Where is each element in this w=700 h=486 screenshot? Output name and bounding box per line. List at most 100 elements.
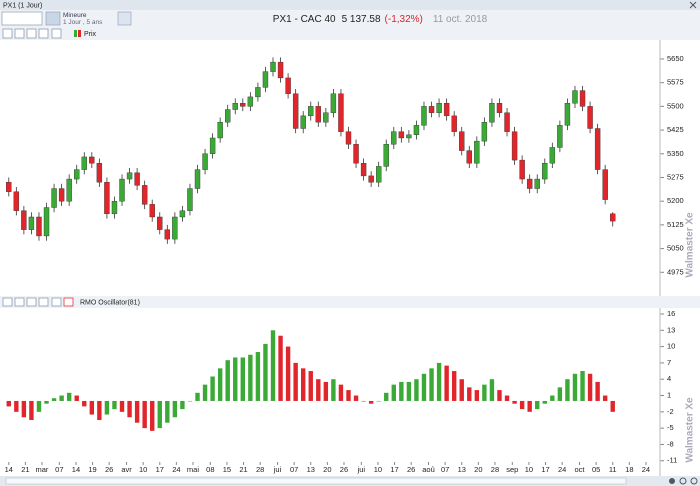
candle-body bbox=[474, 140, 480, 164]
y-tick-label: 16 bbox=[667, 309, 675, 318]
y-tick-label: 5425 bbox=[667, 125, 684, 134]
candle-body bbox=[232, 103, 238, 110]
y-tick-label: 5125 bbox=[667, 220, 684, 229]
osc-bar bbox=[504, 395, 510, 401]
candle-body bbox=[338, 93, 344, 132]
candle-body bbox=[345, 131, 352, 145]
candle-body bbox=[240, 103, 246, 107]
x-tick-label: 20 bbox=[474, 465, 482, 474]
candle-body bbox=[451, 115, 457, 132]
candle-body bbox=[466, 150, 472, 164]
y-tick-label: -5 bbox=[667, 423, 674, 432]
candle-body bbox=[194, 169, 201, 189]
osc-bar bbox=[97, 400, 102, 420]
osc-bar bbox=[361, 400, 366, 402]
period-icon[interactable] bbox=[45, 11, 61, 26]
osc-bar bbox=[36, 400, 42, 412]
change: (-1,32%) bbox=[385, 14, 423, 25]
candle-body bbox=[421, 106, 427, 126]
osc-bar bbox=[82, 400, 87, 407]
period-label: 1 Jour , 5 ans bbox=[63, 19, 103, 26]
osc-bar bbox=[391, 384, 396, 401]
x-tick-label: avr bbox=[121, 465, 132, 474]
osc-bar bbox=[406, 381, 412, 401]
candle-body bbox=[557, 125, 563, 148]
x-tick-label: 14 bbox=[72, 465, 80, 474]
toolbar bbox=[0, 10, 700, 27]
y-tick-label: 10 bbox=[667, 342, 675, 351]
osc-bar bbox=[51, 398, 57, 401]
candle-body bbox=[6, 182, 12, 192]
zoom-controls[interactable] bbox=[669, 477, 698, 485]
candle-body bbox=[270, 61, 276, 72]
candle-body bbox=[459, 131, 465, 151]
osc-bar bbox=[595, 381, 600, 401]
osc-bar bbox=[444, 365, 449, 401]
candle-body bbox=[383, 144, 389, 167]
candle-body bbox=[519, 159, 525, 180]
osc-bar bbox=[482, 384, 487, 401]
osc-bar bbox=[233, 357, 238, 401]
watermark: Walmaster Xe bbox=[685, 212, 696, 278]
date: 11 oct. 2018 bbox=[433, 14, 488, 25]
y-tick-label: 5575 bbox=[667, 78, 684, 87]
y-tick-label: 5050 bbox=[667, 244, 684, 253]
candle-body bbox=[74, 169, 80, 180]
candle-body bbox=[28, 216, 35, 230]
x-tick-label: 28 bbox=[491, 465, 499, 474]
close-button[interactable] bbox=[689, 1, 697, 9]
candle-body bbox=[13, 191, 20, 211]
price-chart: 4975 5050 5125 5200 5275 5350 5425 5500 5575 5650 bbox=[6, 54, 684, 276]
osc-bar bbox=[14, 400, 19, 412]
osc-bar bbox=[610, 400, 615, 412]
candle-body bbox=[330, 93, 337, 113]
osc-bar bbox=[602, 395, 608, 401]
x-tick-label: mar bbox=[36, 465, 49, 474]
candle-body bbox=[406, 134, 412, 139]
x-tick-label: 07 bbox=[55, 465, 63, 474]
price-toolbar bbox=[0, 27, 700, 40]
osc-bar bbox=[331, 379, 336, 401]
chart-heading: PX1 - CAC 40 5 137.58 (-1,32%) 11 oct. 2018 bbox=[273, 14, 488, 25]
osc-tools[interactable] bbox=[2, 297, 74, 307]
candle-body bbox=[225, 109, 231, 123]
osc-bar bbox=[225, 360, 230, 401]
candle-body bbox=[353, 144, 359, 164]
osc-bar bbox=[512, 400, 517, 404]
x-tick-label: 07 bbox=[441, 465, 449, 474]
symbol: PX1 - CAC 40 bbox=[273, 14, 336, 25]
candle-body bbox=[504, 112, 510, 132]
symbol-input[interactable] bbox=[1, 11, 43, 26]
y-tick-label: 13 bbox=[667, 325, 675, 334]
osc-bar bbox=[527, 400, 532, 412]
candle-body bbox=[602, 169, 608, 200]
price-tools[interactable] bbox=[2, 28, 62, 39]
osc-bar bbox=[134, 400, 140, 423]
candle-body bbox=[526, 178, 533, 189]
osc-bar bbox=[285, 346, 291, 401]
candle-body bbox=[96, 163, 103, 183]
osc-bar bbox=[368, 400, 374, 404]
osc-bar bbox=[346, 390, 351, 401]
x-tick-label: mai bbox=[187, 465, 199, 474]
candle-body bbox=[164, 229, 171, 240]
scroll-thumb[interactable] bbox=[5, 477, 627, 485]
candle-body bbox=[413, 125, 420, 136]
candle-body bbox=[119, 178, 125, 202]
osc-bar bbox=[414, 379, 419, 401]
osc-bar bbox=[210, 376, 215, 401]
osc-bar bbox=[429, 368, 434, 401]
candle-body bbox=[89, 156, 95, 164]
y-tick-label: 1 bbox=[667, 391, 671, 400]
x-tick-label: 07 bbox=[290, 465, 298, 474]
osc-bar bbox=[580, 371, 585, 401]
candle-body bbox=[81, 156, 87, 170]
candle-body bbox=[36, 216, 42, 237]
dropdown[interactable] bbox=[117, 11, 132, 26]
candle-body bbox=[209, 137, 216, 154]
candle-body bbox=[187, 188, 193, 211]
x-tick-label: 26 bbox=[407, 465, 415, 474]
window-title: PX1 (1 Jour) bbox=[3, 2, 42, 9]
candle-body bbox=[285, 77, 291, 94]
